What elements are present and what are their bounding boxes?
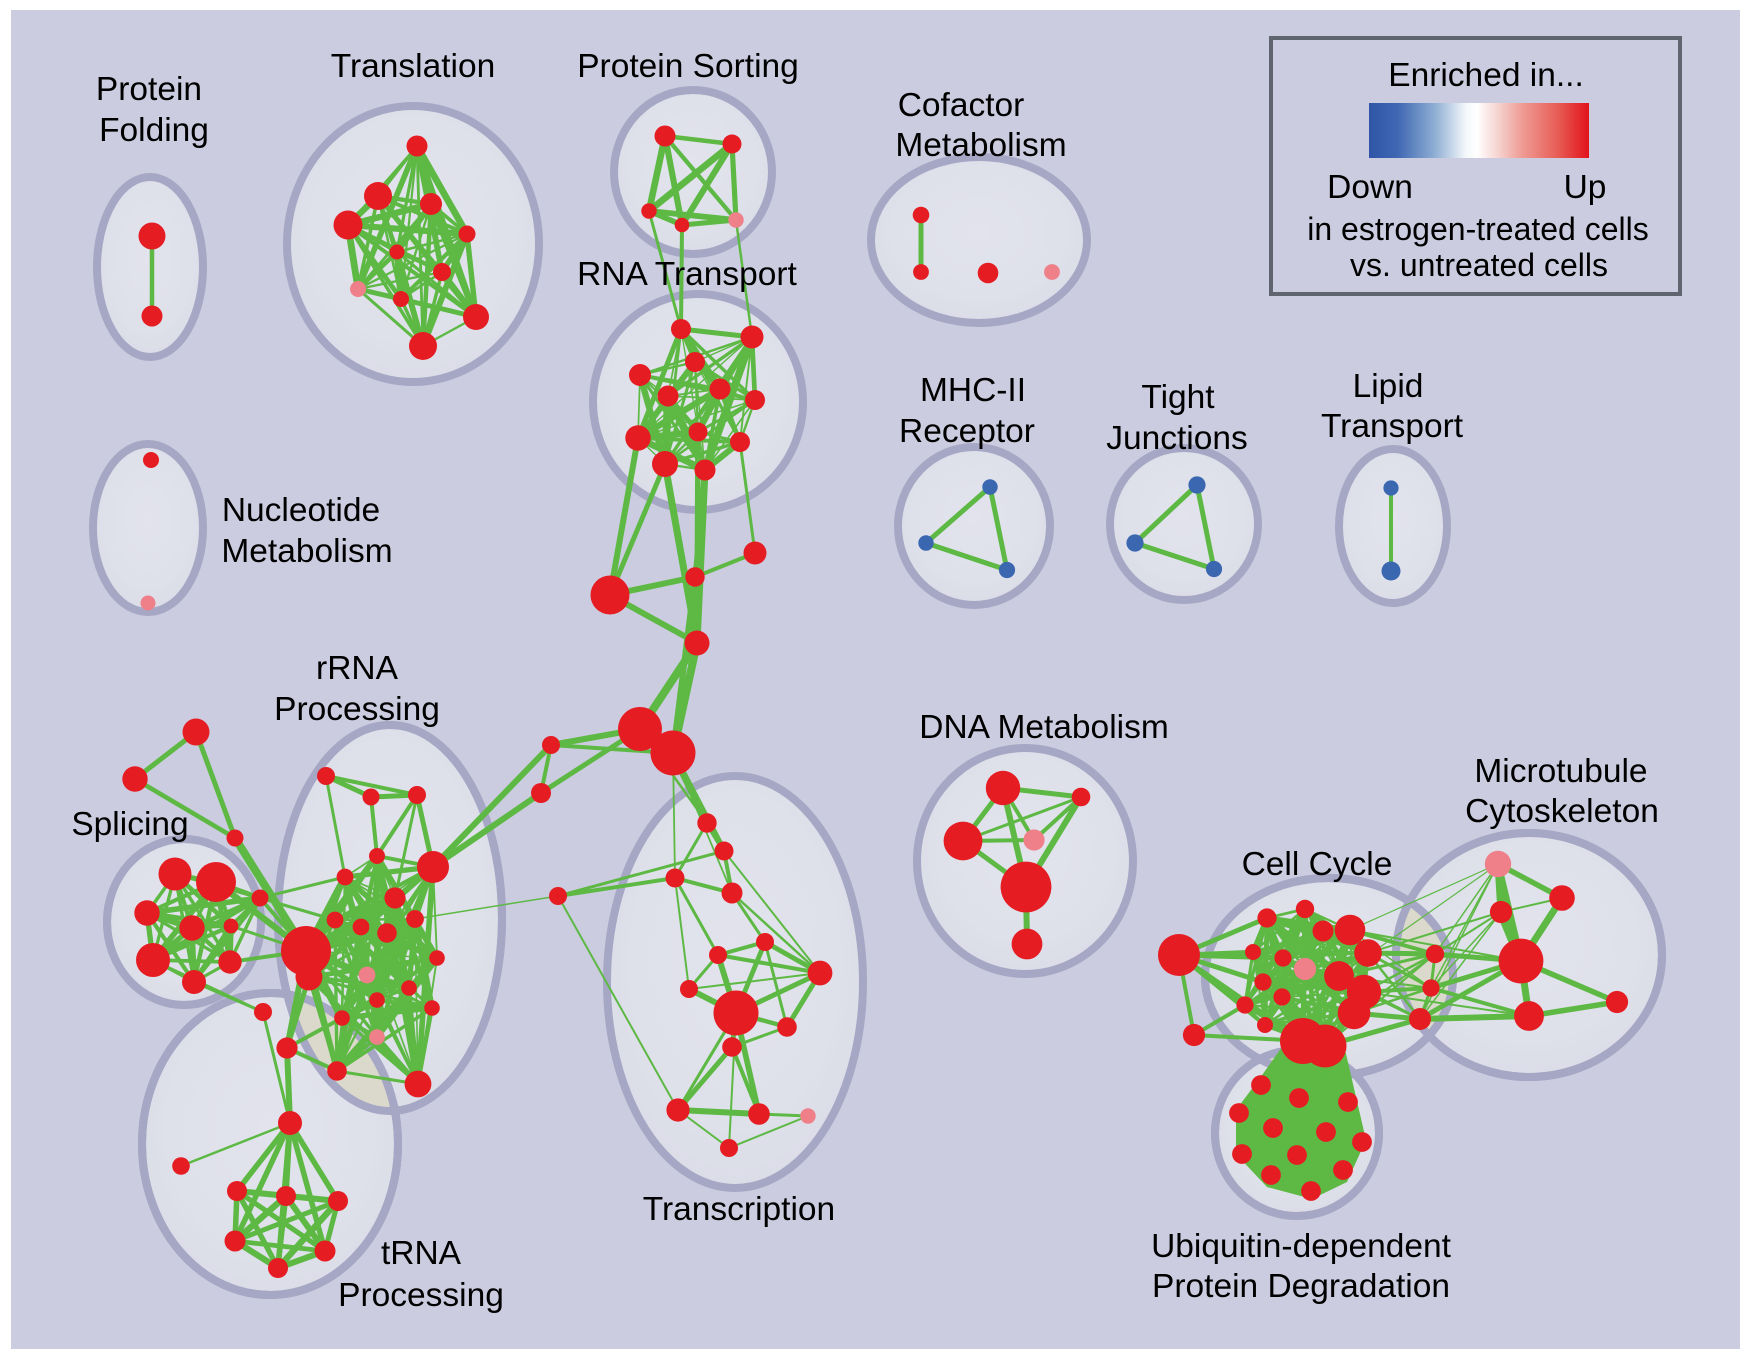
svg-text:in estrogen-treated cells: in estrogen-treated cells: [1307, 211, 1649, 247]
svg-text:Transport: Transport: [1321, 408, 1464, 445]
svg-text:Enriched in...: Enriched in...: [1388, 57, 1584, 94]
svg-text:Transcription: Transcription: [643, 1191, 835, 1228]
svg-text:MHC-II: MHC-II: [920, 372, 1026, 409]
svg-text:Folding: Folding: [99, 112, 209, 149]
svg-text:Metabolism: Metabolism: [221, 533, 392, 570]
svg-text:Junctions: Junctions: [1106, 420, 1248, 457]
svg-text:Metabolism: Metabolism: [895, 127, 1066, 164]
svg-text:tRNA: tRNA: [381, 1235, 462, 1272]
svg-text:Cytoskeleton: Cytoskeleton: [1465, 793, 1659, 830]
svg-text:Protein Sorting: Protein Sorting: [577, 48, 799, 85]
svg-text:Receptor: Receptor: [899, 413, 1035, 450]
svg-text:Processing: Processing: [338, 1277, 504, 1314]
svg-text:Nucleotide: Nucleotide: [222, 492, 380, 529]
svg-text:Down: Down: [1327, 169, 1413, 206]
svg-text:vs. untreated cells: vs. untreated cells: [1350, 247, 1608, 283]
svg-text:Lipid: Lipid: [1353, 368, 1424, 405]
svg-text:Ubiquitin-dependent: Ubiquitin-dependent: [1151, 1228, 1452, 1265]
svg-text:Cofactor: Cofactor: [898, 87, 1025, 124]
svg-text:Tight: Tight: [1141, 379, 1215, 416]
svg-text:Microtubule: Microtubule: [1474, 753, 1647, 790]
svg-text:Protein: Protein: [96, 71, 202, 108]
svg-text:RNA Transport: RNA Transport: [577, 256, 797, 293]
svg-text:rRNA: rRNA: [316, 650, 399, 687]
svg-text:Processing: Processing: [274, 691, 440, 728]
svg-text:Cell Cycle: Cell Cycle: [1242, 846, 1393, 883]
svg-text:Up: Up: [1564, 169, 1607, 206]
svg-text:Splicing: Splicing: [71, 806, 188, 843]
svg-text:DNA Metabolism: DNA Metabolism: [919, 709, 1168, 746]
svg-text:Protein Degradation: Protein Degradation: [1152, 1268, 1450, 1305]
svg-text:Translation: Translation: [331, 48, 495, 85]
